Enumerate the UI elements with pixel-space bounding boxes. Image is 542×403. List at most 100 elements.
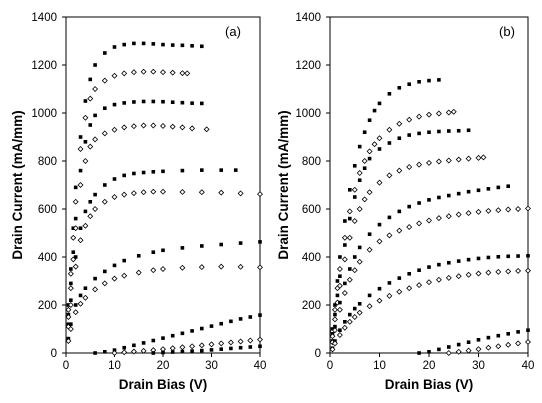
data-point	[160, 266, 166, 272]
data-point	[122, 42, 126, 47]
data-point	[218, 189, 225, 196]
data-point	[78, 168, 83, 173]
data-point	[83, 99, 88, 103]
data-point	[103, 269, 107, 274]
data-point	[130, 190, 137, 197]
data-point	[65, 306, 72, 313]
data-point	[161, 248, 165, 253]
data-point	[445, 274, 452, 281]
data-point	[161, 350, 165, 355]
data-point	[170, 43, 175, 47]
data-point	[351, 314, 358, 320]
data-point	[190, 349, 194, 353]
y-tick-label: 800	[38, 156, 57, 168]
data-point	[198, 342, 205, 349]
series-5	[66, 168, 238, 326]
data-point	[93, 276, 97, 281]
data-point	[184, 70, 191, 77]
data-point	[485, 269, 492, 276]
data-point	[376, 135, 383, 142]
data-point	[336, 266, 343, 272]
data-point	[496, 333, 501, 338]
data-point	[466, 257, 471, 262]
data-point	[416, 161, 423, 168]
data-point	[229, 319, 233, 324]
data-point	[331, 316, 338, 323]
data-point	[72, 198, 79, 205]
series-9	[93, 313, 262, 355]
data-point	[356, 309, 363, 316]
data-point	[437, 129, 441, 134]
data-point	[447, 260, 451, 265]
series-10	[445, 338, 531, 356]
data-point	[506, 332, 510, 336]
data-point	[465, 210, 472, 217]
data-point	[516, 254, 520, 258]
x-tick-label: 10	[108, 360, 121, 372]
y-tick-label: 800	[302, 156, 321, 168]
data-point	[219, 242, 223, 247]
data-point	[140, 122, 147, 129]
data-point	[335, 279, 340, 283]
series-6	[65, 188, 263, 330]
data-point	[362, 166, 367, 170]
data-point	[506, 254, 510, 259]
data-point	[343, 320, 347, 324]
data-point	[346, 234, 353, 241]
data-point	[338, 255, 342, 259]
data-point	[71, 250, 76, 254]
data-point	[445, 157, 452, 164]
data-point	[88, 123, 93, 127]
series-7	[330, 254, 530, 350]
data-point	[140, 347, 147, 354]
data-point	[93, 113, 97, 118]
data-point	[101, 198, 108, 205]
data-point	[351, 267, 358, 274]
data-point	[455, 348, 462, 355]
data-point	[516, 330, 520, 334]
data-point	[111, 275, 118, 282]
data-point	[376, 297, 383, 304]
series-8	[65, 263, 263, 344]
data-point	[160, 69, 166, 76]
data-point	[447, 129, 451, 133]
data-point	[437, 195, 441, 200]
data-point	[78, 293, 83, 298]
data-point	[427, 78, 431, 83]
data-point	[92, 206, 99, 212]
data-point	[170, 350, 175, 354]
data-point	[406, 285, 413, 292]
data-point	[526, 328, 530, 332]
series-2	[65, 68, 191, 313]
data-point	[122, 258, 126, 263]
data-point	[227, 339, 234, 346]
data-point	[248, 345, 253, 349]
x-tick-label: 40	[522, 360, 535, 372]
data-point	[331, 327, 338, 334]
data-point	[238, 345, 243, 350]
data-point	[88, 77, 93, 82]
data-point	[476, 188, 481, 193]
data-point	[130, 348, 137, 355]
data-point	[475, 270, 482, 277]
y-tick-label: 0	[315, 348, 321, 360]
data-point	[387, 141, 392, 145]
data-point	[386, 172, 393, 179]
data-point	[83, 286, 88, 290]
data-point	[343, 281, 347, 286]
data-point	[417, 351, 421, 355]
data-point	[87, 95, 94, 102]
data-point	[506, 184, 510, 188]
data-point	[348, 188, 352, 192]
data-point	[427, 130, 431, 134]
data-point	[209, 348, 214, 352]
data-point	[387, 92, 392, 96]
data-point	[397, 209, 402, 214]
series-6	[329, 205, 531, 346]
data-point	[386, 126, 393, 133]
data-point	[486, 335, 491, 340]
data-point	[338, 274, 342, 278]
data-point	[505, 206, 512, 213]
data-point	[372, 108, 377, 113]
data-point	[65, 314, 72, 320]
